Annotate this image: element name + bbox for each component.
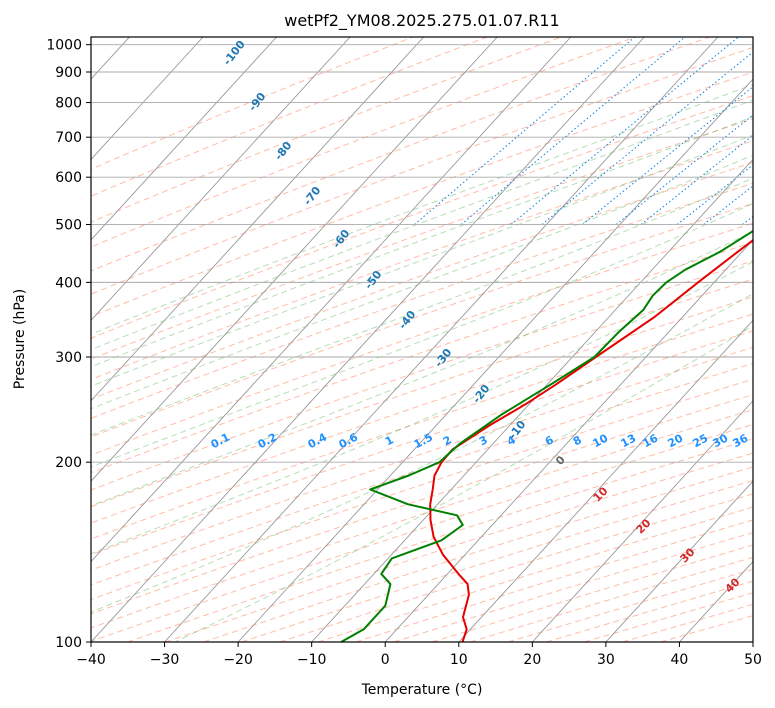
- y-tick-label: 900: [55, 65, 82, 81]
- isotherm-line: [384, 239, 753, 642]
- dry-adiabat: [91, 46, 753, 295]
- axes: −40 −30 −20 −10 0 10 20 30 40 50 100 200 300 400 500 60…: [46, 38, 762, 668]
- x-tick-label: 30: [597, 652, 615, 668]
- dry-adiabat: [91, 260, 753, 491]
- x-tick-label: 40: [671, 652, 689, 668]
- isotherm-line: [91, 37, 572, 563]
- dry-adiabat: [91, 394, 753, 615]
- pressure-grid: [91, 44, 753, 642]
- moist-adiabat: [91, 154, 753, 410]
- mixing-ratio-line: [460, 37, 686, 225]
- plot-frame: [90, 36, 754, 643]
- mixing-ratio-label: 36: [731, 431, 751, 450]
- isotherm-line: [605, 480, 753, 642]
- y-tick-label: 400: [55, 275, 82, 291]
- dry-adiabat: [91, 37, 710, 272]
- moist-adiabat: [91, 177, 753, 436]
- isotherm-line: [237, 78, 753, 642]
- isotherm-line: [532, 400, 753, 642]
- y-tick-label: 800: [55, 96, 82, 112]
- dry-adiabat: [91, 140, 753, 381]
- mixing-ratio-label: 10: [591, 431, 611, 450]
- y-tick-label: 100: [55, 635, 82, 651]
- mixing-ratio-line: [676, 164, 753, 225]
- dry-adiabat: [91, 182, 753, 419]
- isotherm-line: [91, 37, 425, 402]
- dry-adiabat: [91, 241, 753, 474]
- isotherm-line: [91, 37, 277, 241]
- dry-adiabat: [91, 362, 753, 586]
- moist-adiabat: [91, 261, 753, 555]
- mixing-ratio-label: 20: [666, 431, 686, 450]
- y-tick-label: 700: [55, 130, 82, 146]
- moist-adiabat: [174, 325, 753, 642]
- moist-adiabat: [91, 293, 753, 613]
- x-tick-label: −40: [76, 652, 106, 668]
- plot-area: [91, 37, 753, 642]
- isotherm-line: [91, 37, 351, 321]
- profiles: [340, 229, 753, 642]
- isotherm-line: [91, 37, 498, 482]
- isotherm-line: [91, 37, 645, 642]
- dry-adiabat: [91, 378, 753, 601]
- mixing-ratio-label: 13: [619, 432, 639, 451]
- mixing-ratio-label: 30: [711, 431, 731, 450]
- chart-title: wetPf2_YM08.2025.275.01.07.R11: [284, 11, 559, 31]
- mixing-ratio-label: 16: [641, 431, 661, 450]
- reference-lines: [91, 37, 753, 642]
- mixing-ratio-line: [510, 37, 739, 225]
- moist-adiabat: [91, 84, 753, 335]
- moist-adiabat: [91, 231, 753, 507]
- dewpoint-profile-line: [340, 229, 753, 642]
- y-axis-label: Pressure (hPa): [12, 289, 28, 389]
- x-tick-label: −20: [223, 652, 253, 668]
- dry-adiabat: [91, 346, 753, 571]
- x-tick-label: 0: [381, 652, 390, 668]
- dry-adiabat: [91, 202, 753, 438]
- y-tick-label: 200: [55, 455, 82, 471]
- temperature-profile-line: [429, 238, 753, 642]
- mixing-ratio-line: [414, 37, 636, 225]
- y-tick-label: 300: [55, 350, 82, 366]
- isotherm-line: [458, 319, 753, 642]
- x-tick-label: 10: [450, 652, 468, 668]
- x-tick-label: 50: [744, 652, 762, 668]
- mixing-ratio-label: 25: [691, 432, 711, 451]
- moist-adiabat: [91, 202, 753, 468]
- dry-adiabat: [91, 118, 753, 360]
- dry-adiabat: [91, 37, 636, 248]
- y-tick-label: 500: [55, 217, 82, 233]
- dry-adiabat: [91, 95, 753, 339]
- x-axis-label: Temperature (°C): [361, 682, 483, 698]
- y-tick-label: 600: [55, 170, 82, 186]
- x-tick-label: −10: [297, 652, 327, 668]
- isotherm-line: [164, 37, 719, 642]
- x-tick-label: −30: [150, 652, 180, 668]
- y-tick-label: 1000: [46, 38, 82, 54]
- isotherm-line: [91, 37, 204, 161]
- moist-adiabat: [91, 99, 753, 351]
- isotherm-line: [311, 158, 753, 642]
- x-tick-label: 20: [523, 652, 541, 668]
